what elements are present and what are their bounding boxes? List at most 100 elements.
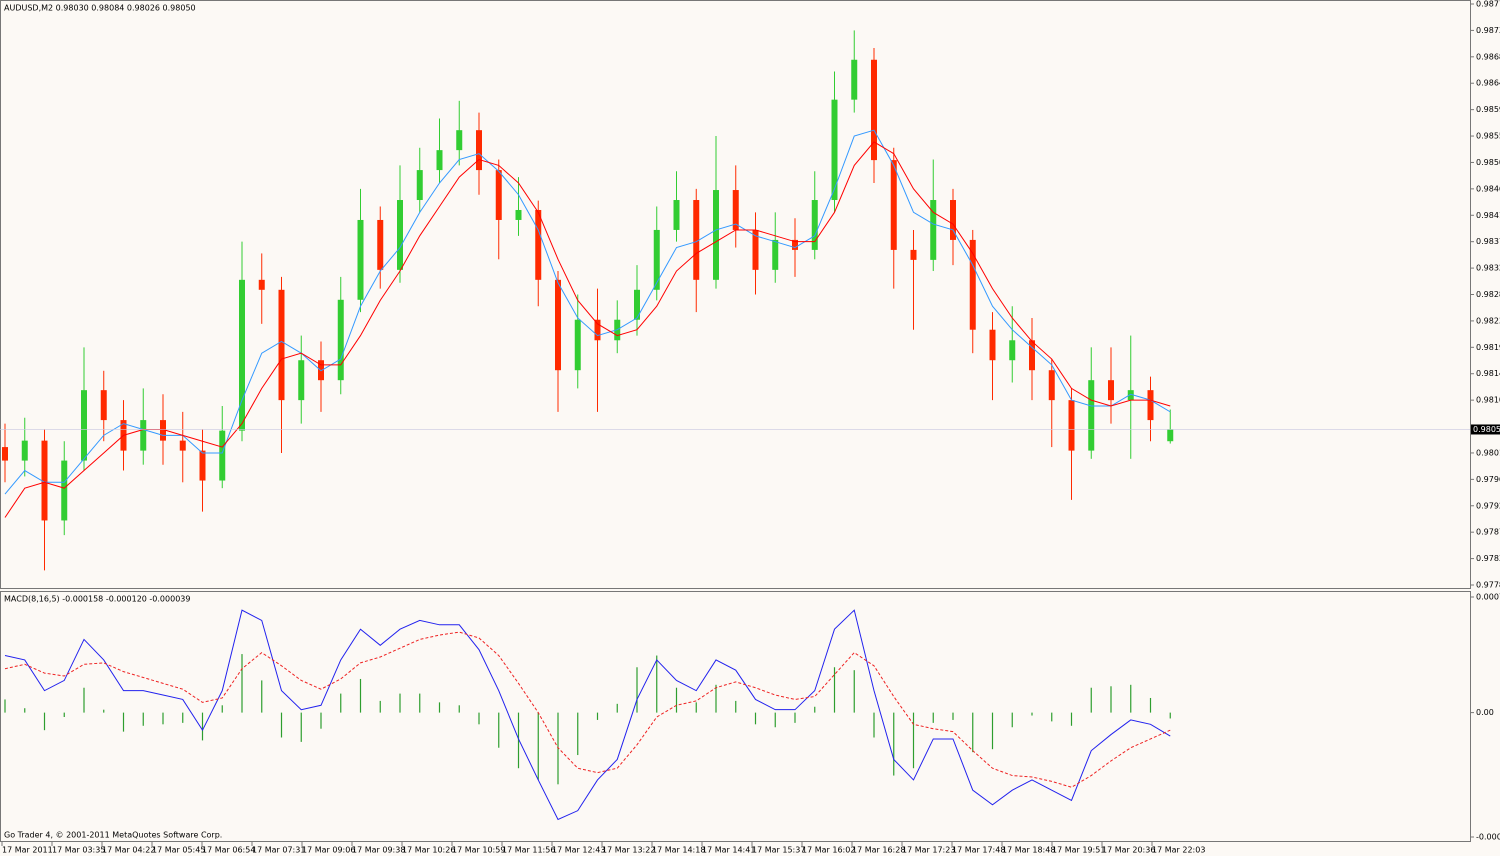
x-tick-label: 17 Mar 12:43 [552, 846, 605, 855]
x-tick-label: 17 Mar 11:56 [502, 846, 555, 855]
candle-body [337, 299, 344, 381]
candle-body [2, 447, 8, 461]
candle-body [890, 160, 897, 250]
candle-body [258, 279, 265, 290]
candle-body [1009, 340, 1016, 361]
x-tick-label: 17 Mar 22:03 [1152, 846, 1205, 855]
candle-body [1029, 340, 1035, 371]
y-tick-label: -0.00085 [1476, 833, 1500, 842]
candle-body [930, 200, 937, 260]
candle-body [179, 440, 186, 451]
y-tick-label: 0.97875 [1476, 528, 1500, 537]
candle-body [140, 420, 147, 451]
x-tick-label: 17 Mar 05:45 [152, 846, 205, 855]
candle-body [851, 59, 858, 100]
candle-body [81, 390, 87, 461]
candle-body [950, 200, 956, 240]
candle-body [278, 289, 285, 401]
y-tick-label: 0.98190 [1476, 343, 1500, 352]
candle-body [476, 130, 482, 171]
y-tick-label: 0.98460 [1476, 184, 1500, 193]
y-tick-label: 0.97965 [1476, 475, 1500, 484]
y-tick-label: 0.98010 [1476, 448, 1500, 457]
candle-body [495, 170, 502, 220]
candle-body [397, 200, 403, 270]
x-tick-label: 17 Mar 09:38 [352, 846, 405, 855]
candle-body [1147, 390, 1154, 421]
candle-body [515, 209, 522, 220]
y-tick-label: 0.98550 [1476, 132, 1500, 141]
candle-body [594, 319, 601, 341]
x-tick-label: 17 Mar 19:51 [1052, 846, 1105, 855]
candle-body [1088, 380, 1095, 451]
indicator-line [4, 141, 1171, 518]
x-tick-label: 17 Mar 18:48 [1002, 846, 1055, 855]
candle-body [1068, 400, 1075, 451]
candle-body [792, 239, 798, 250]
candle-body [1048, 370, 1055, 401]
y-tick-label: 0.98325 [1476, 264, 1500, 273]
candle-body [160, 420, 166, 441]
candle-body [1167, 429, 1174, 442]
x-tick-label: 17 Mar 13:22 [602, 846, 655, 855]
x-tick-label: 17 Mar 14:18 [652, 846, 705, 855]
x-tick-label: 17 Mar 14:41 [702, 846, 755, 855]
y-tick-label: 0.97785 [1476, 581, 1500, 590]
candle-body [634, 289, 640, 320]
candle-body [1127, 390, 1134, 401]
candle-body [831, 99, 838, 201]
y-tick-label: 0.98505 [1476, 158, 1500, 167]
x-tick-label: 17 Mar 09:06 [302, 846, 355, 855]
x-tick-label: 17 Mar 10:59 [452, 846, 505, 855]
candle-body [100, 390, 107, 421]
candle-body [910, 249, 917, 260]
candle-body [811, 200, 818, 250]
y-tick-label: 0.98640 [1476, 79, 1500, 88]
current-price-label: 0.98050 [1473, 425, 1500, 434]
candle-body [239, 279, 245, 431]
candle-body [574, 319, 581, 371]
candle-body [693, 200, 700, 280]
candle-body [871, 59, 877, 161]
indicator-line [4, 631, 1171, 788]
x-tick-label: 17 Mar 20:36 [1102, 846, 1155, 855]
y-tick-label: 0.98730 [1476, 26, 1500, 35]
y-tick-label: 0.98280 [1476, 290, 1500, 299]
candle-body [732, 190, 739, 230]
y-tick-label: 0.97920 [1476, 501, 1500, 510]
candle-body [713, 190, 719, 280]
candle-body [969, 239, 976, 330]
x-tick-label: 17 Mar 10:26 [402, 846, 455, 855]
candle-body [357, 219, 364, 300]
y-tick-label: 0.98145 [1476, 369, 1500, 378]
candle-body [21, 440, 28, 461]
y-tick-label: 0.98235 [1476, 316, 1500, 325]
x-tick-label: 17 Mar 17:23 [902, 846, 955, 855]
x-tick-label: 17 Mar 15:37 [752, 846, 805, 855]
candle-body [436, 150, 443, 171]
macd-title: MACD(8,16,5) -0.000158 -0.000120 -0.0000… [4, 595, 190, 604]
y-tick-label: 0.98415 [1476, 211, 1500, 220]
y-tick-label: 0.97830 [1476, 554, 1500, 563]
candle-body [752, 229, 759, 270]
candle-body [772, 239, 779, 270]
candle-body [989, 329, 996, 361]
candle-body [219, 430, 226, 481]
x-tick-label: 17 Mar 03:35 [52, 846, 105, 855]
y-tick-label: 0.98100 [1476, 396, 1500, 405]
indicator-line [4, 129, 1171, 495]
x-tick-label: 17 Mar 17:48 [952, 846, 1005, 855]
y-tick-label: 0.00079 [1476, 593, 1500, 602]
y-tick-label: 0.00 [1476, 708, 1494, 717]
candle-body [653, 229, 660, 290]
macd-panel [0, 591, 1471, 842]
candle-body [298, 360, 305, 401]
candle-body [1108, 380, 1114, 401]
y-tick-label: 0.98775 [1476, 0, 1500, 9]
y-tick-label: 0.98685 [1476, 52, 1500, 61]
y-tick-label: 0.98595 [1476, 105, 1500, 114]
candle-body [377, 219, 384, 270]
x-tick-label: 17 Mar 06:54 [202, 846, 255, 855]
